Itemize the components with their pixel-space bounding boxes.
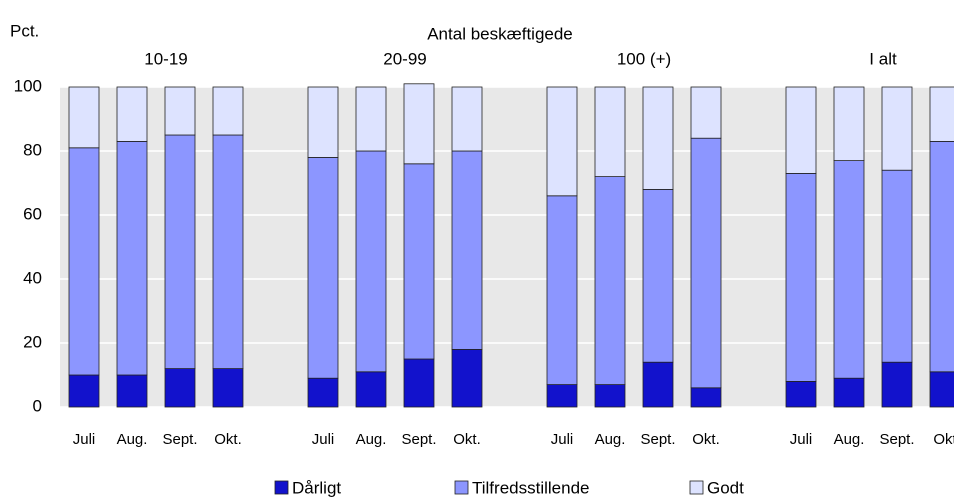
bar-segment: [546, 384, 578, 408]
bar-segment: [212, 368, 244, 408]
bar-segment: [546, 86, 578, 197]
bar-segment: [355, 150, 387, 373]
bar-segment: [642, 86, 674, 190]
x-tick-label: Sept.: [640, 431, 675, 448]
bar-segment: [403, 163, 435, 360]
x-tick-label: Juli: [790, 431, 813, 448]
x-tick-label: Aug.: [356, 431, 387, 448]
bar-segment: [785, 172, 817, 382]
legend-swatch: [274, 480, 289, 495]
bar-segment: [881, 86, 913, 171]
bar-segment: [355, 371, 387, 408]
x-tick-label: Aug.: [595, 431, 626, 448]
y-tick-label: 20: [23, 332, 42, 351]
bar-segment: [116, 374, 148, 408]
bar-segment: [164, 86, 196, 136]
bar-segment: [690, 86, 722, 139]
y-tick-label: 100: [14, 76, 42, 95]
x-tick-label: Okt.: [214, 431, 242, 448]
y-tick-label: 60: [23, 204, 42, 223]
bar-segment: [212, 86, 244, 136]
y-tick-label: 0: [33, 396, 42, 415]
bar-segment: [594, 176, 626, 386]
bar-segment: [929, 86, 954, 142]
bar-segment: [642, 361, 674, 408]
chart-title: Antal beskæftigede: [427, 24, 573, 43]
group-label: I alt: [869, 49, 897, 68]
bar-segment: [451, 86, 483, 152]
bar-segment: [929, 371, 954, 408]
legend-label: Dårligt: [292, 478, 341, 497]
y-tick-label: 40: [23, 268, 42, 287]
bar-segment: [164, 134, 196, 370]
bar-segment: [68, 374, 100, 408]
bar-segment: [403, 358, 435, 408]
bar-segment: [307, 156, 339, 379]
x-tick-label: Sept.: [879, 431, 914, 448]
bar-segment: [212, 134, 244, 370]
bar-segment: [68, 86, 100, 149]
x-tick-label: Aug.: [834, 431, 865, 448]
bar-segment: [116, 86, 148, 142]
bar-segment: [929, 140, 954, 373]
y-axis-label: Pct.: [10, 21, 39, 40]
legend-swatch: [689, 480, 704, 495]
x-tick-label: Okt: [933, 431, 954, 448]
bar-segment: [403, 83, 435, 165]
bar-segment: [116, 140, 148, 376]
bar-segment: [307, 86, 339, 158]
x-tick-label: Sept.: [162, 431, 197, 448]
y-tick-label: 80: [23, 140, 42, 159]
x-tick-label: Okt.: [453, 431, 481, 448]
bar-segment: [642, 188, 674, 363]
group-label: 10-19: [144, 49, 187, 68]
bar-segment: [833, 160, 865, 379]
x-tick-label: Juli: [73, 431, 96, 448]
bar-segment: [451, 150, 483, 350]
x-tick-label: Juli: [312, 431, 335, 448]
group-label: 20-99: [383, 49, 426, 68]
bar-segment: [355, 86, 387, 152]
bar-segment: [785, 380, 817, 408]
legend-label: Godt: [707, 478, 744, 497]
bar-segment: [690, 137, 722, 389]
x-tick-label: Okt.: [692, 431, 720, 448]
bar-segment: [68, 147, 100, 376]
bar-segment: [785, 86, 817, 174]
bar-segment: [594, 384, 626, 408]
legend-swatch: [454, 480, 469, 495]
bar-segment: [164, 368, 196, 408]
bar-segment: [690, 387, 722, 408]
bar-segment: [881, 361, 913, 408]
bar-segment: [833, 86, 865, 161]
bar-segment: [594, 86, 626, 177]
x-tick-label: Aug.: [117, 431, 148, 448]
bar-segment: [833, 377, 865, 408]
bar-segment: [881, 169, 913, 363]
bar-segment: [307, 377, 339, 408]
bar-segment: [546, 195, 578, 386]
bar-segment: [451, 348, 483, 408]
group-label: 100 (+): [617, 49, 671, 68]
legend-label: Tilfredsstillende: [472, 478, 589, 497]
x-tick-label: Sept.: [401, 431, 436, 448]
x-tick-label: Juli: [551, 431, 574, 448]
